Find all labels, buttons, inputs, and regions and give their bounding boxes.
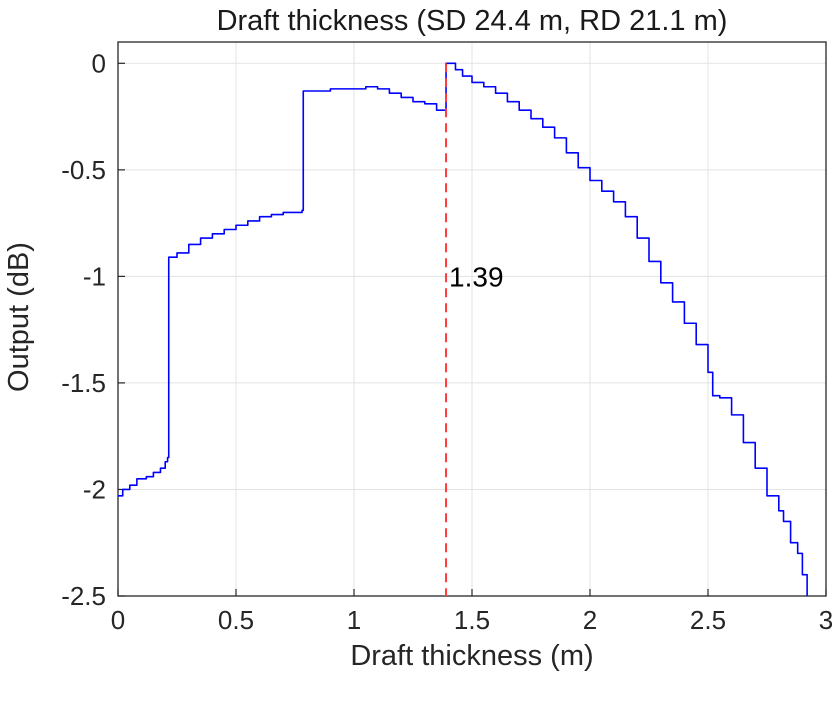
y-tick-label: -2	[83, 474, 106, 504]
y-tick-label: -1.5	[61, 368, 106, 398]
y-tick-label: -1	[83, 261, 106, 291]
y-tick-label: -0.5	[61, 155, 106, 185]
x-axis: 0 0.5 1 1.5 2 2.5 3	[111, 589, 833, 635]
chart-title: Draft thickness (SD 24.4 m, RD 21.1 m)	[217, 5, 728, 37]
x-tick-label: 0	[111, 605, 125, 635]
x-tick-label: 1	[347, 605, 361, 635]
x-tick-label: 2	[583, 605, 597, 635]
y-axis-label: Output (dB)	[3, 242, 35, 392]
x-axis-label: Draft thickness (m)	[350, 640, 593, 672]
y-axis: 0 -0.5 -1 -1.5 -2 -2.5	[61, 48, 125, 611]
x-tick-label: 3	[819, 605, 833, 635]
x-tick-label: 2.5	[690, 605, 726, 635]
y-tick-label: -2.5	[61, 581, 106, 611]
y-tick-label: 0	[92, 48, 106, 78]
marker-label: 1.39	[449, 261, 504, 292]
grid	[117, 42, 827, 597]
x-tick-label: 0.5	[218, 605, 254, 635]
series-layer	[118, 62, 808, 596]
x-tick-label: 1.5	[454, 605, 490, 635]
annotation-layer: 1.39	[445, 63, 504, 596]
series-line-0	[118, 62, 808, 596]
